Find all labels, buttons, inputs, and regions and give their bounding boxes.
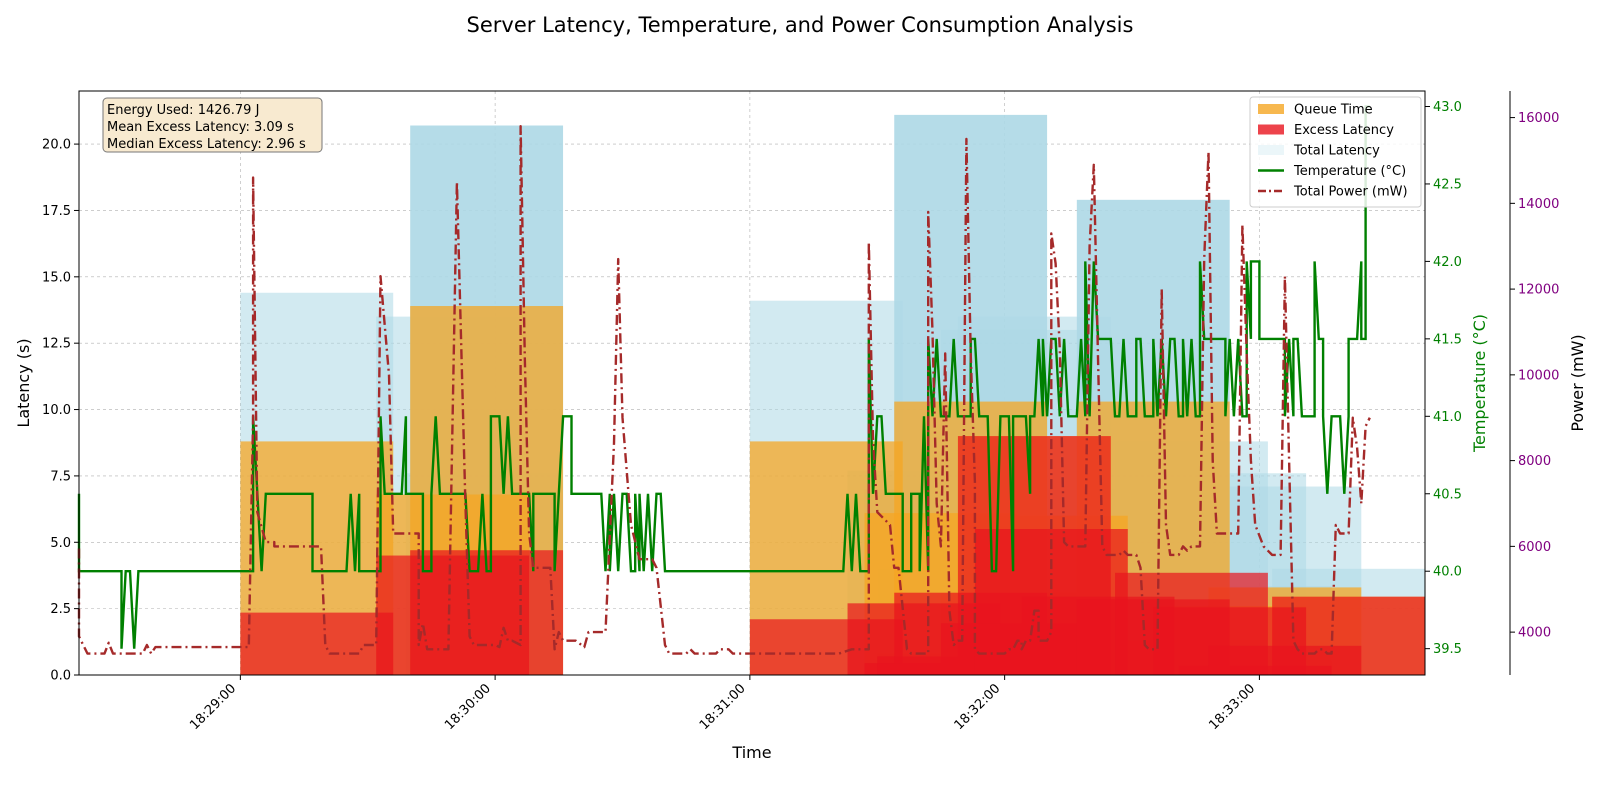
annotation-median: Median Excess Latency: 2.96 s — [107, 137, 306, 152]
y3-tick-label: 12000 — [1518, 283, 1559, 298]
legend-swatch — [1258, 145, 1284, 155]
y-tick-label: 17.5 — [42, 204, 71, 219]
legend-label: Queue Time — [1294, 103, 1373, 118]
y-tick-label: 2.5 — [50, 602, 71, 617]
temperature-line — [77, 105, 1370, 649]
legend-label: Excess Latency — [1294, 123, 1394, 138]
y-tick-label: 7.5 — [50, 469, 71, 484]
y2-tick-label: 40.0 — [1433, 565, 1462, 580]
y3-tick-label: 14000 — [1518, 197, 1559, 212]
legend-label: Total Power (mW) — [1293, 185, 1408, 200]
y3-axis-label: Power (mW) — [1568, 334, 1587, 431]
y3-tick-label: 16000 — [1518, 111, 1559, 126]
y-tick-label: 15.0 — [42, 270, 71, 285]
y-axis-power: 4000 6000 8000 10000 12000 14000 16000 — [1509, 91, 1559, 675]
annotation-box: Energy Used: 1426.79 J Mean Excess Laten… — [102, 97, 323, 153]
bar-excess-latency — [1272, 596, 1425, 675]
y-tick-label: 20.0 — [42, 138, 71, 153]
y3-tick-label: 6000 — [1518, 540, 1551, 555]
y-tick-label: 0.0 — [50, 669, 71, 684]
power-line — [77, 124, 1371, 655]
y2-tick-label: 43.0 — [1433, 100, 1462, 115]
y2-axis-label: Temperature (°C) — [1470, 314, 1489, 453]
x-axis-label: Time — [731, 743, 771, 762]
x-tick-label: 18:32:00 — [952, 681, 1004, 733]
plot-frame — [78, 90, 1426, 676]
legend-label: Total Latency — [1293, 144, 1380, 159]
legend: Queue Time Excess Latency Total Latency Tem… — [1249, 96, 1422, 208]
y-axis-label: Latency (s) — [14, 338, 33, 427]
y2-tick-label: 41.5 — [1433, 332, 1462, 347]
y3-tick-label: 10000 — [1518, 368, 1559, 383]
annotation-mean: Mean Excess Latency: 3.09 s — [107, 120, 294, 135]
legend-swatch — [1258, 124, 1284, 135]
annotation-energy: Energy Used: 1426.79 J — [107, 103, 259, 118]
y2-tick-label: 40.5 — [1433, 487, 1462, 502]
y-tick-label: 10.0 — [42, 403, 71, 418]
y2-tick-label: 42.0 — [1433, 255, 1462, 270]
x-axis: 18:29:00 18:30:00 18:31:00 18:32:00 18:33:00 — [187, 675, 1260, 733]
series-lines — [77, 105, 1371, 655]
y2-tick-label: 41.0 — [1433, 410, 1462, 425]
legend-label: Temperature (°C) — [1293, 164, 1406, 179]
chart-title: Server Latency, Temperature, and Power C… — [467, 13, 1134, 37]
y3-tick-label: 8000 — [1518, 454, 1551, 469]
x-tick-label: 18:31:00 — [697, 681, 749, 733]
y2-tick-label: 39.5 — [1433, 642, 1462, 657]
y-axis-latency: 0.0 2.5 5.0 7.5 10.0 12.5 15.0 17.5 20.0 — [42, 138, 79, 684]
y-tick-label: 12.5 — [42, 337, 71, 352]
y-axis-temperature: 39.5 40.0 40.5 41.0 41.5 42.0 42.5 43.0 — [1425, 100, 1462, 657]
x-tick-label: 18:30:00 — [442, 681, 494, 733]
legend-swatch — [1258, 104, 1284, 114]
y-tick-label: 5.0 — [50, 536, 71, 551]
y2-tick-label: 42.5 — [1433, 177, 1462, 192]
x-tick-label: 18:33:00 — [1206, 681, 1258, 733]
y3-tick-label: 4000 — [1518, 626, 1551, 641]
x-tick-label: 18:29:00 — [187, 681, 239, 733]
